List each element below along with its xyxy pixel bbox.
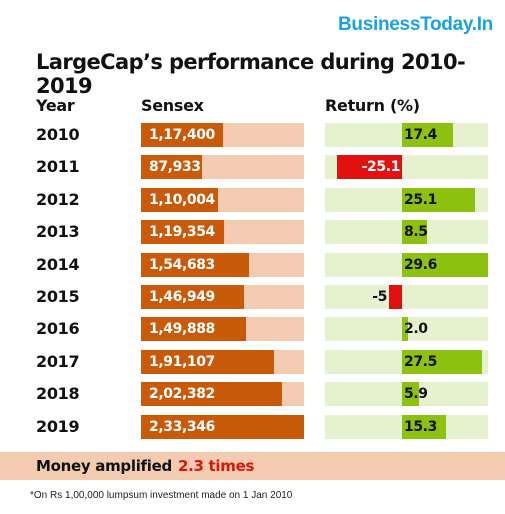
sensex-bar-track: 1,54,683 — [141, 252, 304, 277]
year-label: 2014 — [36, 254, 80, 274]
sensex-bar-track: 2,33,346 — [141, 414, 304, 439]
sensex-bar-track: 1,10,004 — [141, 187, 304, 212]
return-bar — [388, 285, 402, 309]
sensex-bar — [141, 317, 246, 342]
sensex-bar-track: 87,933 — [141, 155, 304, 180]
year-column-header: Year — [36, 96, 75, 115]
year-label: 2010 — [36, 125, 80, 144]
return-value-label: 17.4 — [404, 127, 437, 143]
sensex-value-label: 1,10,004 — [149, 191, 215, 208]
year-label: 2013 — [36, 222, 80, 242]
sensex-value-label: 1,17,400 — [149, 127, 215, 143]
return-value-label: 27.5 — [404, 353, 437, 370]
return-bar-track: -25.1 — [325, 155, 488, 180]
return-value-label: -5 — [372, 289, 387, 305]
return-bar — [402, 382, 420, 407]
return-bar — [402, 187, 475, 212]
return-bar-track: 29.6 — [325, 252, 488, 277]
year-label: 2018 — [36, 384, 80, 404]
sensex-bar-track: 1,91,107 — [141, 349, 304, 374]
sensex-bar — [141, 123, 223, 147]
return-bar-track: 15.3 — [325, 414, 488, 439]
return-bar-track: 8.5 — [325, 220, 488, 245]
return-bar — [336, 155, 402, 180]
year-label: 2015 — [36, 287, 80, 306]
sensex-bar-track: 1,17,400 — [141, 123, 304, 147]
return-bar-track: 5.9 — [325, 382, 488, 407]
return-bar-track: -5 — [325, 285, 488, 309]
return-bar-track: 25.1 — [325, 187, 488, 212]
return-bar — [402, 349, 482, 374]
return-bar-track: 2.0 — [325, 317, 488, 342]
sensex-value-label: 1,91,107 — [149, 353, 215, 370]
sensex-bar-track: 1,19,354 — [141, 220, 304, 245]
return-value-label: 5.9 — [404, 386, 428, 403]
sensex-value-label: 87,933 — [149, 159, 201, 176]
sensex-bar — [141, 414, 304, 439]
sensex-bar-track: 1,49,888 — [141, 317, 304, 342]
sensex-value-label: 1,19,354 — [149, 224, 215, 241]
sensex-bar — [141, 155, 203, 180]
return-column-header: Return (%) — [325, 96, 420, 115]
sensex-bar — [141, 349, 275, 374]
sensex-value-label: 2,02,382 — [149, 386, 215, 403]
footer-value: 2.3 times — [177, 457, 255, 475]
sensex-value-label: 1,46,949 — [149, 289, 215, 305]
return-value-label: 29.6 — [404, 256, 437, 273]
footer-band: Money amplified 2.3 times — [0, 452, 505, 480]
sensex-bar — [141, 187, 218, 212]
sensex-bar-track: 2,02,382 — [141, 382, 304, 407]
sensex-value-label: 1,54,683 — [149, 256, 215, 273]
sensex-bar — [141, 220, 225, 245]
sensex-value-label: 1,49,888 — [149, 321, 215, 338]
return-value-label: 2.0 — [404, 321, 428, 338]
sensex-column-header: Sensex — [141, 96, 204, 115]
footer-label: Money amplified — [36, 457, 172, 475]
return-bar — [402, 123, 453, 147]
year-label: 2011 — [36, 157, 80, 177]
return-value-label: 8.5 — [404, 224, 428, 241]
footer-text: Money amplified 2.3 times — [36, 452, 254, 480]
year-label: 2019 — [36, 416, 80, 436]
year-label: 2012 — [36, 189, 80, 209]
return-value-label: -25.1 — [361, 159, 401, 176]
sensex-bar-track: 1,46,949 — [141, 285, 304, 309]
sensex-bar — [141, 382, 283, 407]
chart-title: LargeCap’s performance during 2010-2019 — [36, 50, 466, 98]
return-bar — [402, 317, 408, 342]
return-value-label: 25.1 — [404, 191, 437, 208]
sensex-value-label: 2,33,346 — [149, 418, 215, 435]
return-bar-track: 17.4 — [325, 123, 488, 147]
return-bar — [402, 414, 447, 439]
footnote: *On Rs 1,00,000 lumpsum investment made … — [30, 490, 293, 501]
return-value-label: 15.3 — [404, 418, 437, 435]
return-bar — [402, 252, 488, 277]
return-bar-track: 27.5 — [325, 349, 488, 374]
brand-logo: BusinessToday.In — [338, 14, 493, 35]
year-label: 2016 — [36, 319, 80, 339]
return-bar — [402, 220, 427, 245]
year-label: 2017 — [36, 351, 80, 371]
sensex-bar — [141, 285, 244, 309]
sensex-bar — [141, 252, 250, 277]
